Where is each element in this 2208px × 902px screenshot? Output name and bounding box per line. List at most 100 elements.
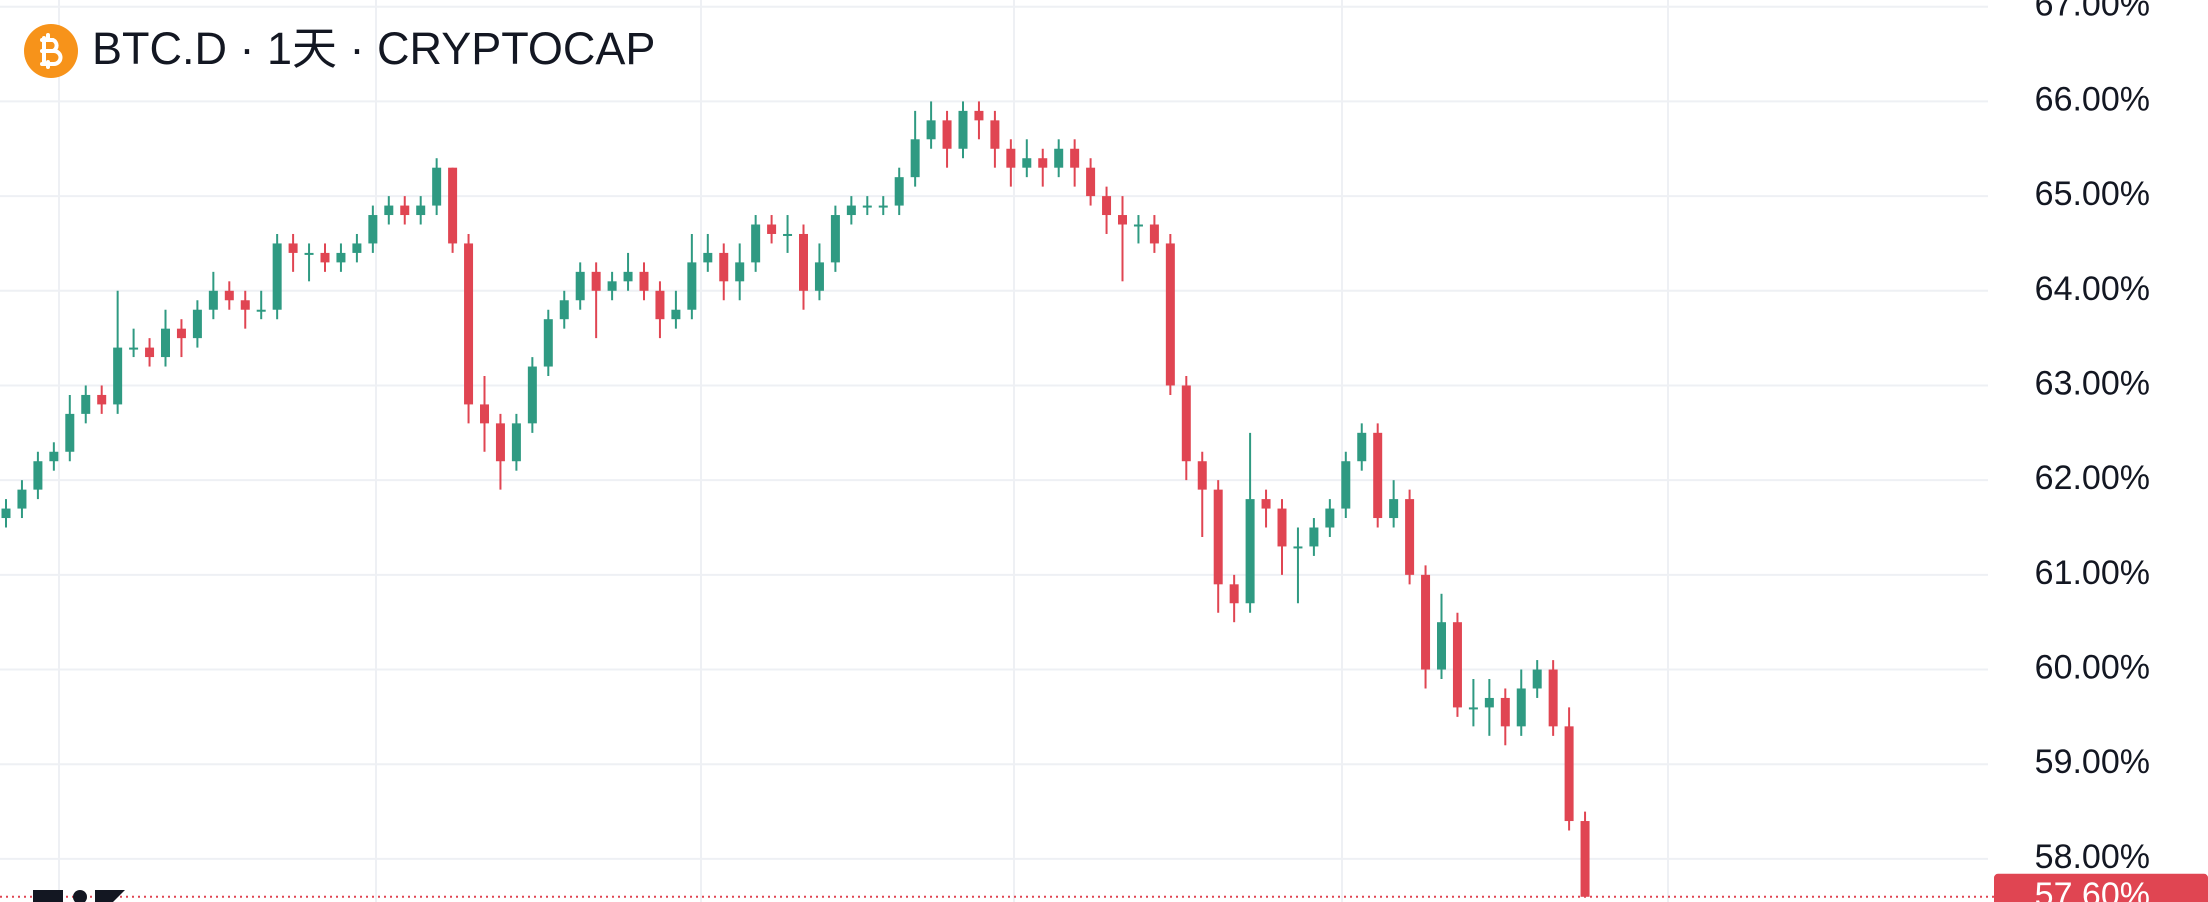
- candle-body: [1149, 224, 1159, 244]
- logo-part: [95, 890, 125, 902]
- candle-body: [1405, 499, 1415, 575]
- candle-body: [1038, 158, 1048, 168]
- candle-body: [1293, 546, 1303, 549]
- candle-body: [1181, 385, 1191, 462]
- candle-body: [511, 423, 521, 462]
- candle-body: [464, 243, 474, 405]
- candle-body: [1437, 622, 1446, 670]
- candle-body: [783, 233, 793, 236]
- candle-body: [1532, 669, 1542, 689]
- candle-body: [607, 281, 617, 291]
- candle-body: [671, 309, 681, 320]
- candle-body: [703, 252, 713, 263]
- candle-body: [1022, 158, 1032, 168]
- candle-body: [527, 366, 537, 424]
- candle-body: [368, 215, 378, 244]
- y-tick-label: 63.00%: [2035, 364, 2150, 402]
- candle-body: [814, 262, 824, 291]
- candle-body: [1421, 574, 1431, 670]
- candle-body: [1357, 432, 1367, 462]
- vertical-grid: [58, 0, 1669, 902]
- candles: [1, 101, 1590, 897]
- candle-body: [256, 309, 266, 312]
- candle-body: [655, 290, 665, 320]
- candle-body: [81, 394, 91, 414]
- candle-body: [1261, 499, 1271, 509]
- candle-body: [1309, 527, 1319, 547]
- candle-body: [767, 224, 777, 234]
- candle-body: [623, 271, 633, 282]
- candle-body: [400, 205, 410, 216]
- candle-body: [799, 233, 808, 291]
- candle-body: [49, 451, 59, 462]
- candle-body: [543, 319, 553, 367]
- candle-body: [1516, 688, 1526, 727]
- candle-body: [1133, 224, 1143, 227]
- candle-body: [751, 224, 761, 263]
- candle-body: [272, 243, 282, 310]
- candle-body: [1277, 508, 1287, 547]
- candle-body: [1341, 461, 1351, 509]
- candle-body: [288, 243, 298, 253]
- candle-body: [1213, 489, 1223, 585]
- candle-body: [65, 413, 75, 452]
- last-price-label: 57.60%: [2035, 876, 2150, 902]
- y-tick-label: 59.00%: [2035, 743, 2150, 781]
- candle-body: [1484, 697, 1494, 708]
- y-tick-label: 64.00%: [2035, 270, 2150, 308]
- candle-body: [1564, 726, 1574, 822]
- candle-body: [735, 262, 745, 282]
- candle-body: [495, 423, 505, 462]
- candle-body: [719, 252, 729, 282]
- candle-body: [33, 461, 43, 490]
- candle-body: [1086, 167, 1096, 197]
- candle-body: [990, 120, 1000, 149]
- candle-body: [208, 290, 218, 310]
- chart-title: BTC.D · 1天 · CRYPTOCAP: [92, 23, 655, 74]
- y-tick-label: 60.00%: [2035, 649, 2150, 687]
- candle-body: [974, 110, 984, 121]
- candle-body: [161, 328, 170, 358]
- candle-body: [1580, 821, 1590, 897]
- logo-part: [33, 890, 63, 902]
- candle-body: [1054, 148, 1064, 168]
- y-tick-label: 62.00%: [2035, 459, 2150, 497]
- candle-body: [352, 243, 362, 253]
- y-tick-label: 66.00%: [2035, 80, 2150, 118]
- candle-body: [192, 309, 202, 339]
- candle-body: [1165, 243, 1175, 386]
- y-tick-label: 67.00%: [2035, 0, 2150, 24]
- candle-body: [1, 508, 11, 519]
- candle-body: [97, 394, 107, 405]
- candle-body: [1102, 196, 1112, 216]
- y-tick-label: 58.00%: [2035, 838, 2150, 876]
- candle-body: [1070, 148, 1080, 168]
- tradingview-logo: [33, 890, 125, 902]
- candle-body: [846, 205, 856, 216]
- candle-body: [1245, 499, 1255, 604]
- candle-body: [129, 347, 139, 350]
- candle-body: [1325, 508, 1335, 528]
- candle-body: [416, 205, 426, 216]
- candle-body: [145, 347, 155, 358]
- candle-body: [448, 167, 458, 244]
- candle-body: [639, 271, 649, 291]
- y-tick-label: 65.00%: [2035, 175, 2150, 213]
- candle-body: [1006, 148, 1016, 168]
- candle-body: [559, 300, 569, 320]
- candle-body: [1500, 697, 1510, 727]
- candle-body: [1197, 461, 1207, 490]
- candle-body: [176, 328, 186, 339]
- candle-body: [1373, 432, 1383, 519]
- candle-body: [1468, 707, 1478, 710]
- candle-body: [830, 215, 840, 263]
- candle-body: [687, 262, 697, 310]
- candle-body: [591, 271, 601, 291]
- last-price-box: [1994, 873, 2208, 902]
- logo-part: [73, 890, 87, 902]
- candle-body: [224, 290, 234, 301]
- candle-body: [862, 205, 872, 208]
- candle-body: [480, 404, 489, 424]
